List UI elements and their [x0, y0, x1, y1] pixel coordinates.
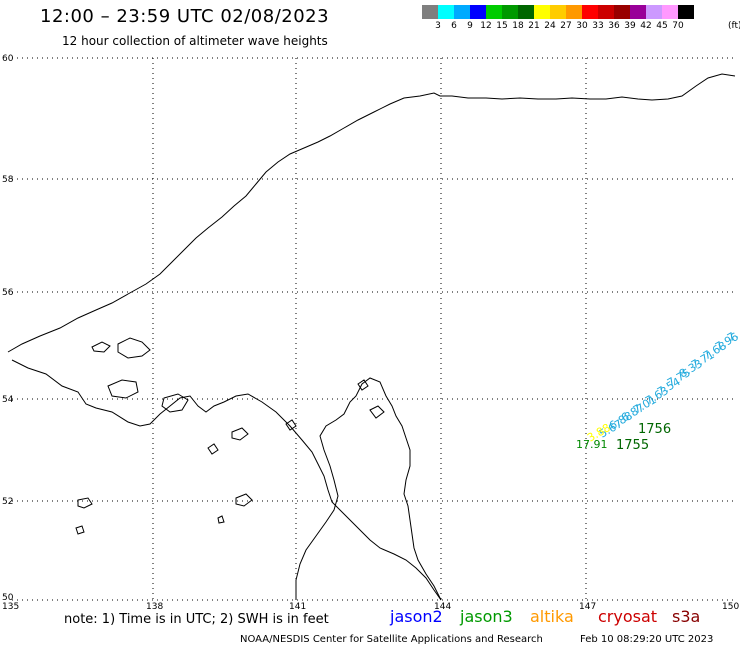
legend-altika: altika: [530, 607, 574, 626]
island-13: [369, 405, 385, 419]
color-scale-swatch: [518, 5, 534, 19]
color-scale-swatch: [598, 5, 614, 19]
island-1: [91, 341, 111, 353]
coastline: [7, 73, 736, 601]
color-scale-label: 33: [592, 21, 604, 31]
island-7: [235, 493, 253, 507]
footer-generated: Feb 10 08:29:20 UTC 2023: [580, 634, 714, 645]
color-scale-label: 12: [480, 21, 492, 31]
coastline-north: [7, 73, 736, 353]
color-scale-label: 15: [496, 21, 508, 31]
lon-label-138: 138: [146, 602, 163, 612]
lon-label-144: 144: [434, 602, 451, 612]
color-scale-swatch: [614, 5, 630, 19]
color-scale-label: 30: [576, 21, 588, 31]
lat-label-54: 54: [2, 395, 14, 405]
color-scale-label: 9: [467, 21, 473, 31]
swh-value-label: 7.: [725, 328, 740, 345]
lon-label-135: 135: [2, 602, 19, 612]
color-scale-label: 39: [624, 21, 636, 31]
color-scale-swatch: [566, 5, 582, 19]
footer-credit: NOAA/NESDIS Center for Satellite Applica…: [240, 634, 543, 645]
lat-label-50: 50: [2, 593, 14, 603]
color-scale-unit: (ft): [728, 21, 740, 31]
lat-label-60: 60: [2, 54, 14, 64]
color-scale-swatch: [662, 5, 678, 19]
island-8: [77, 497, 93, 509]
color-scale-label: 27: [560, 21, 572, 31]
lon-label-147: 147: [579, 602, 596, 612]
swh-value-label: 17.91: [576, 438, 608, 451]
color-scale-label: 70: [672, 21, 684, 31]
island-3: [107, 379, 139, 399]
island-6: [207, 443, 219, 455]
chart-title: 12:00 – 23:59 UTC 02/08/2023: [40, 6, 330, 27]
color-scale-label: 21: [528, 21, 540, 31]
color-scale-label: 18: [512, 21, 524, 31]
color-scale-swatch: [438, 5, 454, 19]
color-scale-labels: 3 6 9 12 15 18 21 24 27 30 33 36 39 42 45 70: [422, 21, 686, 31]
island-10: [217, 515, 225, 524]
color-scale-swatch: [646, 5, 662, 19]
color-scale-swatch: [502, 5, 518, 19]
color-scale-swatch: [534, 5, 550, 19]
lat-label-56: 56: [2, 288, 14, 298]
chart-subtitle: 12 hour collection of altimeter wave hei…: [62, 34, 328, 48]
lon-label-150: 150: [722, 602, 739, 612]
color-scale-label: 45: [656, 21, 668, 31]
color-scale-swatch: [630, 5, 646, 19]
color-scale-swatch: [550, 5, 566, 19]
lat-label-52: 52: [2, 497, 13, 507]
color-scale-swatch: [470, 5, 486, 19]
pass-time-label: 1755: [616, 438, 649, 453]
color-scale-label: 24: [544, 21, 556, 31]
graticule-grid: [12, 57, 735, 601]
island-5: [231, 427, 249, 441]
island-12: [357, 379, 369, 391]
color-scale-label: 3: [435, 21, 441, 31]
legend-jason3: jason3: [460, 607, 513, 626]
island-11: [285, 419, 297, 431]
color-scale-label: 6: [451, 21, 457, 31]
color-scale-swatch: [678, 5, 694, 19]
color-scale-swatch: [422, 5, 438, 19]
lat-label-58: 58: [2, 175, 14, 185]
legend-cryosat: cryosat: [598, 607, 658, 626]
coastline-west-bay: [11, 359, 442, 601]
color-scale-swatch: [454, 5, 470, 19]
color-scale-swatch: [582, 5, 598, 19]
color-scale-bar: [422, 5, 694, 19]
color-scale-label: 36: [608, 21, 620, 31]
island-9: [75, 525, 85, 535]
note-text: note: 1) Time is in UTC; 2) SWH is in fe…: [64, 612, 329, 627]
color-scale-label: 42: [640, 21, 652, 31]
pass-time-label: 1756: [638, 422, 671, 437]
lon-label-141: 141: [289, 602, 306, 612]
sakhalin-west: [295, 377, 442, 601]
color-scale-swatch: [486, 5, 502, 19]
legend-s3a: s3a: [672, 607, 701, 626]
island-2: [117, 337, 151, 359]
island-4: [161, 393, 189, 413]
legend-jason2: jason2: [390, 607, 443, 626]
